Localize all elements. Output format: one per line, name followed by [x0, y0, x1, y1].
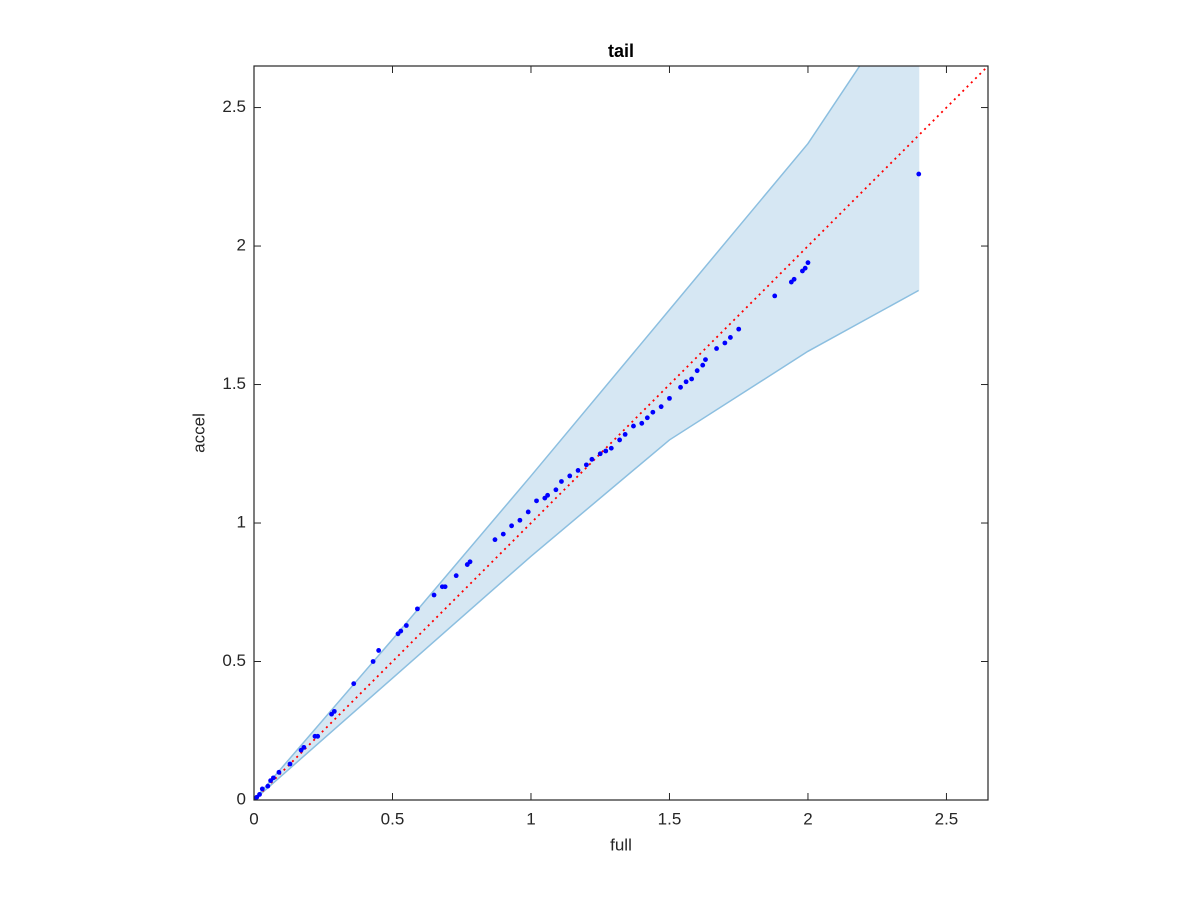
data-point: [603, 448, 609, 454]
data-point: [376, 648, 382, 653]
data-point: [553, 487, 559, 493]
data-point: [791, 276, 797, 282]
data-point: [415, 606, 420, 612]
data-point: [525, 509, 531, 515]
axes-box: [253, 65, 989, 801]
data-point: [265, 783, 271, 789]
data-point: [545, 492, 550, 498]
data-point: [589, 456, 595, 462]
y-tick-label: 1: [237, 513, 246, 532]
data-point: [467, 559, 473, 565]
data-point: [257, 792, 262, 797]
data-point: [805, 260, 811, 266]
band-lower-edge: [254, 289, 920, 800]
data-point: [916, 171, 922, 177]
x-tick-label: 0: [249, 809, 258, 828]
data-point: [575, 467, 581, 473]
axes: 0 0.5 1 1.5 2 2.5 0 0.5 1 1.5 2 2.5: [222, 65, 989, 828]
data-point: [534, 498, 539, 504]
data-point: [331, 708, 337, 714]
data-point: [802, 265, 808, 271]
data-point: [644, 415, 650, 421]
data-point: [500, 531, 506, 537]
data-point: [650, 409, 656, 415]
data-point: [700, 362, 706, 368]
data-point: [509, 523, 514, 529]
chart-title: tail: [608, 41, 634, 61]
data-point: [694, 368, 700, 374]
data-point: [617, 437, 623, 443]
data-point: [728, 335, 733, 340]
x-tick-label: 0.5: [381, 809, 405, 828]
data-point: [370, 659, 376, 664]
data-point: [583, 462, 589, 468]
plot-area: [254, 66, 988, 800]
data-point: [492, 537, 498, 543]
y-axis-label: accel: [189, 413, 208, 453]
data-point: [301, 744, 307, 750]
x-axis-label: full: [610, 835, 632, 854]
data-point: [270, 775, 276, 781]
data-point: [453, 573, 459, 579]
y-tick-label: 2.5: [222, 97, 246, 116]
data-point: [689, 376, 695, 382]
x-tick-label: 1: [526, 809, 535, 828]
y-tick-label: 1.5: [222, 374, 246, 393]
data-point: [722, 340, 728, 346]
data-point: [567, 473, 573, 479]
confidence-band: [254, 66, 919, 800]
y-tick-label: 0: [237, 789, 246, 808]
x-tick-label: 2.5: [935, 809, 959, 828]
data-point: [736, 326, 742, 332]
x-tick-label: 2: [803, 809, 812, 828]
data-point: [639, 420, 645, 426]
y-tick-label: 0.5: [222, 651, 246, 670]
data-point: [678, 384, 683, 390]
data-point: [517, 517, 523, 523]
data-point: [431, 592, 437, 598]
data-point: [667, 395, 672, 401]
data-point: [259, 786, 265, 792]
data-point: [287, 761, 293, 767]
data-point: [703, 357, 708, 362]
data-point: [403, 623, 409, 628]
data-point: [714, 346, 719, 351]
band-upper-edge: [254, 66, 861, 800]
reference-line: [254, 66, 988, 800]
data-point: [597, 451, 603, 457]
data-point: [683, 379, 689, 385]
data-point: [658, 404, 664, 410]
data-point: [442, 584, 448, 590]
data-point: [622, 431, 628, 437]
data-point: [398, 628, 404, 634]
data-point: [351, 681, 357, 687]
data-point: [559, 479, 564, 484]
data-point: [608, 445, 614, 451]
data-point: [772, 293, 778, 299]
data-point: [631, 423, 636, 429]
data-point: [315, 733, 321, 739]
x-tick-label: 1.5: [658, 809, 682, 828]
y-tick-label: 2: [237, 236, 246, 255]
data-point: [276, 769, 282, 775]
